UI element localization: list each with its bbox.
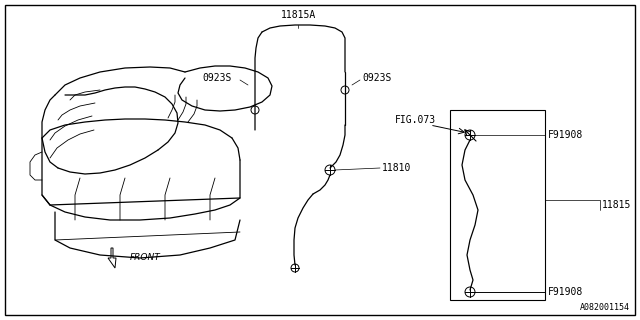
Text: F91908: F91908 <box>548 287 583 297</box>
Text: 11810: 11810 <box>382 163 412 173</box>
Text: 11815: 11815 <box>602 200 632 210</box>
Text: 0923S: 0923S <box>203 73 232 83</box>
Text: 11815A: 11815A <box>280 10 316 20</box>
Text: A082001154: A082001154 <box>580 303 630 312</box>
Text: FIG.073: FIG.073 <box>395 115 436 125</box>
Text: F91908: F91908 <box>548 130 583 140</box>
Bar <box>450 110 545 300</box>
Text: FRONT: FRONT <box>130 253 161 262</box>
Text: 0923S: 0923S <box>362 73 392 83</box>
Polygon shape <box>108 248 116 268</box>
